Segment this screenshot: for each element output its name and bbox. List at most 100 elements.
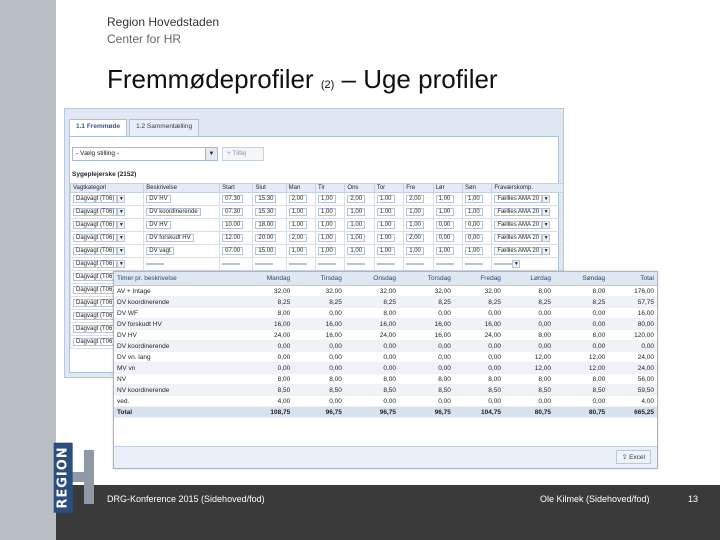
cell-input[interactable]: 15.30 (255, 208, 277, 216)
chevron-down-icon[interactable]: ▼ (512, 260, 521, 268)
cell-input[interactable]: 15.00 (255, 247, 277, 255)
cell-input[interactable]: 0,00 (435, 234, 454, 242)
add-button[interactable]: + Tilføj (222, 147, 264, 161)
category-select[interactable]: Dagvagt (T06) (73, 299, 118, 307)
cell-input[interactable]: 1,00 (464, 195, 483, 203)
column-header[interactable]: Total (608, 272, 657, 286)
cell-input[interactable]: DV HV (146, 221, 171, 229)
chevron-down-icon[interactable]: ▼ (542, 195, 551, 203)
cell-input[interactable] (435, 263, 454, 265)
tab-fremmode[interactable]: 1.1 Fremmøde (69, 119, 128, 137)
column-header[interactable]: Timer pr. beskrivelse (114, 272, 238, 286)
cell-input[interactable]: 1,00 (318, 221, 337, 229)
cell-input[interactable]: 0,00 (435, 221, 454, 229)
cell-input[interactable]: DV vagt (146, 247, 174, 255)
excel-export-button[interactable]: ⇪ Excel (615, 450, 651, 464)
cell-input[interactable]: 1,00 (376, 221, 395, 229)
cell-input[interactable]: 1,00 (347, 234, 366, 242)
cell-input[interactable]: 1,00 (435, 247, 454, 255)
cell-input[interactable]: Fællles AMA 20 (494, 221, 543, 229)
cell-input[interactable] (255, 263, 274, 265)
cell-input[interactable]: 1,00 (288, 221, 307, 229)
cell-input[interactable]: 1,00 (464, 208, 483, 216)
cell-input[interactable]: 1,00 (376, 247, 395, 255)
cell-input[interactable]: 07.30 (222, 208, 244, 216)
cell-input[interactable]: 1,00 (406, 247, 425, 255)
chevron-down-icon[interactable]: ▼ (542, 234, 551, 242)
cell-input[interactable]: 07.00 (222, 247, 244, 255)
cell-input[interactable]: 0,00 (464, 234, 483, 242)
column-header[interactable]: Onsdag (344, 272, 400, 286)
category-select[interactable]: Dagvagt (T06) (73, 312, 118, 320)
cell-input[interactable]: 1,00 (376, 208, 395, 216)
cell-input[interactable]: 1,00 (435, 195, 454, 203)
cell-input[interactable] (494, 263, 513, 265)
cell-input[interactable]: 2,00 (288, 234, 307, 242)
chevron-down-icon[interactable]: ▼ (117, 208, 126, 216)
cell-input[interactable]: 07.30 (222, 195, 244, 203)
cell-input[interactable]: DV forskudt HV (146, 234, 194, 242)
cell-input[interactable]: 12.00 (222, 234, 244, 242)
cell-input[interactable] (347, 263, 366, 265)
cell-input[interactable]: Fællles AMA 20 (494, 247, 543, 255)
tab-sammentaelling[interactable]: 1.2 Sammentælling (129, 119, 200, 137)
position-select[interactable]: - Vælg stilling - ▼ (72, 147, 218, 161)
category-select[interactable]: Dagvagt (T06) (73, 234, 118, 242)
cell-input[interactable]: 1,00 (435, 208, 454, 216)
cell-input[interactable]: 2,00 (406, 234, 425, 242)
cell-input[interactable]: 1,00 (347, 221, 366, 229)
category-select[interactable]: Dagvagt (T06) (73, 325, 118, 333)
cell-input[interactable]: 1,00 (376, 234, 395, 242)
cell-input[interactable]: 1,00 (464, 247, 483, 255)
cell-input[interactable]: 2,00 (347, 195, 366, 203)
category-select[interactable]: Dagvagt (T06) (73, 221, 118, 229)
cell-input[interactable] (406, 263, 425, 265)
cell-input[interactable] (376, 263, 395, 265)
cell-input[interactable] (146, 263, 165, 265)
cell-input[interactable]: Fællles AMA 20 (494, 208, 543, 216)
cell-input[interactable]: 1,00 (406, 221, 425, 229)
chevron-down-icon[interactable]: ▼ (205, 148, 217, 160)
column-header[interactable]: Lørdag (503, 272, 555, 286)
column-header[interactable]: Fredag (453, 272, 504, 286)
category-select[interactable]: Dagvagt (T06) (73, 338, 118, 346)
cell-input[interactable]: Fællles AMA 20 (494, 195, 543, 203)
cell-input[interactable]: 1,00 (318, 247, 337, 255)
cell-input[interactable]: 2,00 (288, 195, 307, 203)
chevron-down-icon[interactable]: ▼ (117, 195, 126, 203)
chevron-down-icon[interactable]: ▼ (542, 247, 551, 255)
category-select[interactable]: Dagvagt (T06) (73, 273, 118, 281)
chevron-down-icon[interactable]: ▼ (117, 247, 126, 255)
cell-input[interactable]: DV HV (146, 195, 171, 203)
cell-input[interactable]: 1,00 (376, 195, 395, 203)
column-header[interactable]: Tirsdag (293, 272, 345, 286)
cell-input[interactable]: 1,00 (347, 247, 366, 255)
column-header[interactable]: Søndag (554, 272, 609, 286)
cell-input[interactable]: 1,00 (318, 234, 337, 242)
cell-input[interactable]: 1,00 (318, 208, 337, 216)
column-header[interactable]: Mandag (237, 272, 294, 286)
chevron-down-icon[interactable]: ▼ (117, 234, 126, 242)
cell-input[interactable]: 20.00 (255, 234, 277, 242)
cell-input[interactable]: DV koordinerende (146, 208, 201, 216)
category-select[interactable]: Dagvagt (T06) (73, 195, 118, 203)
chevron-down-icon[interactable]: ▼ (542, 208, 551, 216)
cell-input[interactable]: 1,00 (318, 195, 337, 203)
cell-input[interactable]: 2,00 (406, 195, 425, 203)
cell-input[interactable]: 1,00 (288, 208, 307, 216)
cell-input[interactable]: Fællles AMA 20 (494, 234, 543, 242)
cell-input[interactable]: 1,00 (347, 208, 366, 216)
column-header[interactable]: Torsdag (399, 272, 454, 286)
cell-input[interactable]: 15.30 (255, 195, 277, 203)
cell-input[interactable]: 0,00 (464, 221, 483, 229)
chevron-down-icon[interactable]: ▼ (542, 221, 551, 229)
cell-input[interactable] (464, 263, 483, 265)
category-select[interactable]: Dagvagt (T06) (73, 247, 118, 255)
category-select[interactable]: Dagvagt (T06) (73, 208, 118, 216)
chevron-down-icon[interactable]: ▼ (117, 221, 126, 229)
cell-input[interactable]: 18.00 (255, 221, 277, 229)
cell-input[interactable]: 10.00 (222, 221, 244, 229)
chevron-down-icon[interactable]: ▼ (117, 260, 126, 268)
cell-input[interactable]: 1,00 (406, 208, 425, 216)
cell-input[interactable] (288, 263, 307, 265)
